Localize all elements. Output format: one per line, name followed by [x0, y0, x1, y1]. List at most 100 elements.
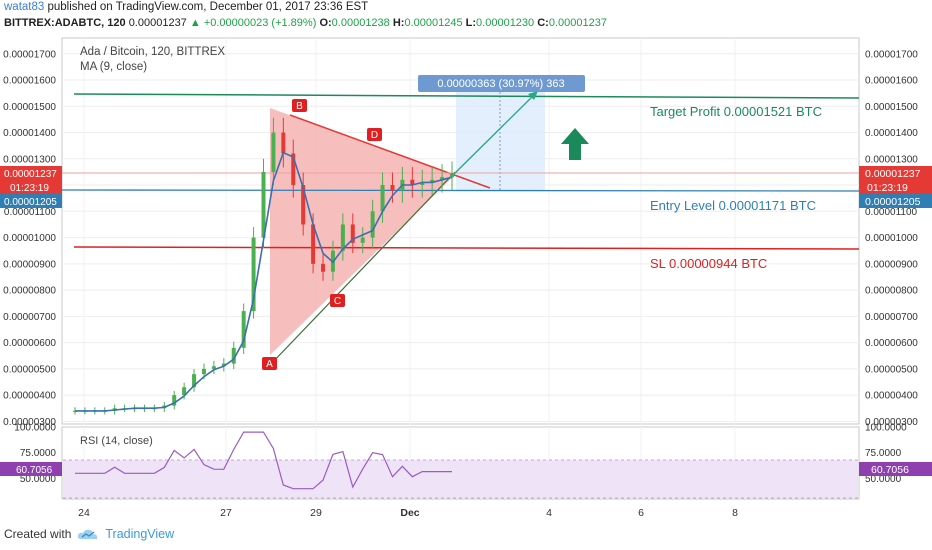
range-text: 0.00000363 (30.97%) 363: [437, 78, 564, 90]
y-tick-left: 0.00001700: [3, 49, 56, 60]
time-badge-text: 01:23:19: [867, 182, 908, 194]
price-badge: 0.00001237 01:23:19: [859, 166, 932, 194]
y-tick-left: 0.00000600: [3, 338, 56, 349]
candle-body[interactable]: [420, 182, 425, 186]
candle-body[interactable]: [340, 224, 345, 251]
candle-body[interactable]: [182, 387, 187, 396]
candle-body[interactable]: [251, 237, 256, 312]
y-tick-left: 0.00001000: [3, 233, 56, 244]
candle-body[interactable]: [211, 366, 216, 369]
rsi-badge: 60.7056 60.7056: [0, 462, 932, 476]
x-tick: 29: [310, 507, 322, 519]
candle-body[interactable]: [281, 132, 286, 154]
rsi-band: [63, 460, 858, 498]
projection-arrow[interactable]: [449, 92, 537, 179]
rsi-line[interactable]: [75, 431, 452, 490]
sl-label: SL 0.00000944 BTC: [650, 256, 767, 271]
candle-body[interactable]: [301, 185, 306, 225]
range-label: 0.00000363 (30.97%) 363: [418, 75, 585, 92]
y-tick-right: 0.00001600: [865, 76, 918, 87]
close-value: 0.00001237: [548, 17, 607, 29]
entry-label: Entry Level 0.00001171 BTC: [650, 198, 816, 213]
point-d[interactable]: D: [367, 128, 382, 141]
x-tick: 24: [78, 507, 90, 519]
low-label: L:: [465, 17, 477, 29]
y-tick-right: 0.00000800: [865, 286, 918, 297]
open-label: O:: [319, 17, 332, 29]
change-value: +0.00000023 (+1.89%): [203, 17, 317, 29]
tradingview-cloud-icon: [78, 529, 98, 539]
rsi-tick-right: 50.0000: [865, 474, 902, 485]
rsi-legend: RSI (14, close): [80, 435, 153, 447]
rsi-tick-left: 75.0000: [20, 448, 57, 459]
y-axis-right: 0.00001700 0.00001600 0.00001500 0.00001400…: [865, 49, 918, 428]
candle-body[interactable]: [321, 263, 326, 272]
candle-body[interactable]: [261, 171, 266, 238]
y-tick-right: 0.00001100: [865, 207, 918, 218]
candle-body[interactable]: [380, 185, 385, 212]
candle-body[interactable]: [172, 395, 177, 406]
footer: Created with TradingView: [4, 527, 174, 541]
high-value: 0.00001245: [404, 17, 463, 29]
entry-line[interactable]: [61, 189, 860, 192]
candle-body[interactable]: [360, 237, 365, 243]
candle-body[interactable]: [440, 177, 445, 180]
x-tick: 4: [546, 507, 552, 519]
candle-body[interactable]: [192, 374, 197, 388]
tradingview-logo[interactable]: TradingView: [105, 527, 175, 541]
rsi-axis: 100.0000 100.0000 75.0000 75.0000 50.0000 50.…: [14, 423, 907, 485]
publish-line: watat83 published on TradingView.com, De…: [4, 1, 368, 13]
author-link[interactable]: watat83: [4, 1, 45, 13]
y-tick-right: 0.00000600: [865, 338, 918, 349]
open-value: 0.00001238: [331, 17, 390, 29]
y-tick-left: 0.00001500: [3, 102, 56, 113]
target-line[interactable]: [73, 93, 860, 99]
point-b[interactable]: B: [292, 99, 307, 112]
y-tick-right: 0.00000500: [865, 364, 918, 375]
y-tick-left: 0.00000800: [3, 286, 56, 297]
candle-body[interactable]: [350, 224, 355, 243]
x-tick: 27: [220, 507, 232, 519]
y-tick-right: 0.00001000: [865, 233, 918, 244]
y-tick-left: 0.00000300: [3, 417, 56, 428]
point-b-label: B: [296, 101, 303, 112]
up-arrow-icon: ▲: [189, 17, 201, 29]
symbol-label: BITTREX:ADABTC, 120: [4, 17, 126, 29]
entry-badge-text: 0.00001205: [865, 196, 921, 208]
y-tick-right: 0.00001300: [865, 154, 918, 165]
price-badge-left-text: 0.00001237: [4, 169, 57, 180]
x-axis: 24 27 29 Dec 4 6 8: [78, 507, 738, 519]
point-c-label: C: [334, 296, 341, 307]
chart-title: Ada / Bitcoin, 120, BITTREX: [80, 46, 225, 58]
ma-line[interactable]: [75, 151, 453, 412]
entry-badge: 0.00001237 0.00001205: [859, 194, 932, 208]
candle-body[interactable]: [221, 363, 226, 367]
candle-body[interactable]: [430, 179, 435, 183]
candle-body[interactable]: [311, 224, 316, 264]
created-with-text: Created with: [4, 527, 72, 541]
low-value: 0.00001230: [476, 17, 535, 29]
rsi-badge-text: 60.7056: [871, 464, 909, 476]
candle-body[interactable]: [390, 185, 395, 191]
y-tick-right: 0.00001400: [865, 128, 918, 139]
up-arrow-icon: [561, 128, 589, 160]
candle-body[interactable]: [201, 368, 206, 375]
x-tick: Dec: [400, 507, 419, 519]
arrow-head-icon: [528, 91, 538, 100]
candle-body[interactable]: [241, 311, 246, 348]
candle-body[interactable]: [291, 153, 296, 186]
candle-body[interactable]: [370, 211, 375, 238]
close-label: C:: [537, 17, 549, 29]
candle-body[interactable]: [410, 179, 415, 186]
y-axis-left: 0.00001700 0.00001600 0.00001500 0.00001400…: [3, 49, 56, 428]
price-chart[interactable]: 0.00001700 0.00001600 0.00001500 0.00001400…: [0, 0, 932, 525]
support-line[interactable]: [269, 171, 456, 366]
point-c[interactable]: C: [330, 294, 345, 307]
point-a[interactable]: A: [262, 357, 277, 370]
resistance-line[interactable]: [289, 114, 491, 189]
last-price: 0.00001237: [128, 17, 187, 29]
y-tick-left: 0.00000500: [3, 364, 56, 375]
stoploss-line[interactable]: [73, 246, 860, 250]
candle-body[interactable]: [231, 347, 236, 364]
candle-body[interactable]: [271, 132, 276, 172]
